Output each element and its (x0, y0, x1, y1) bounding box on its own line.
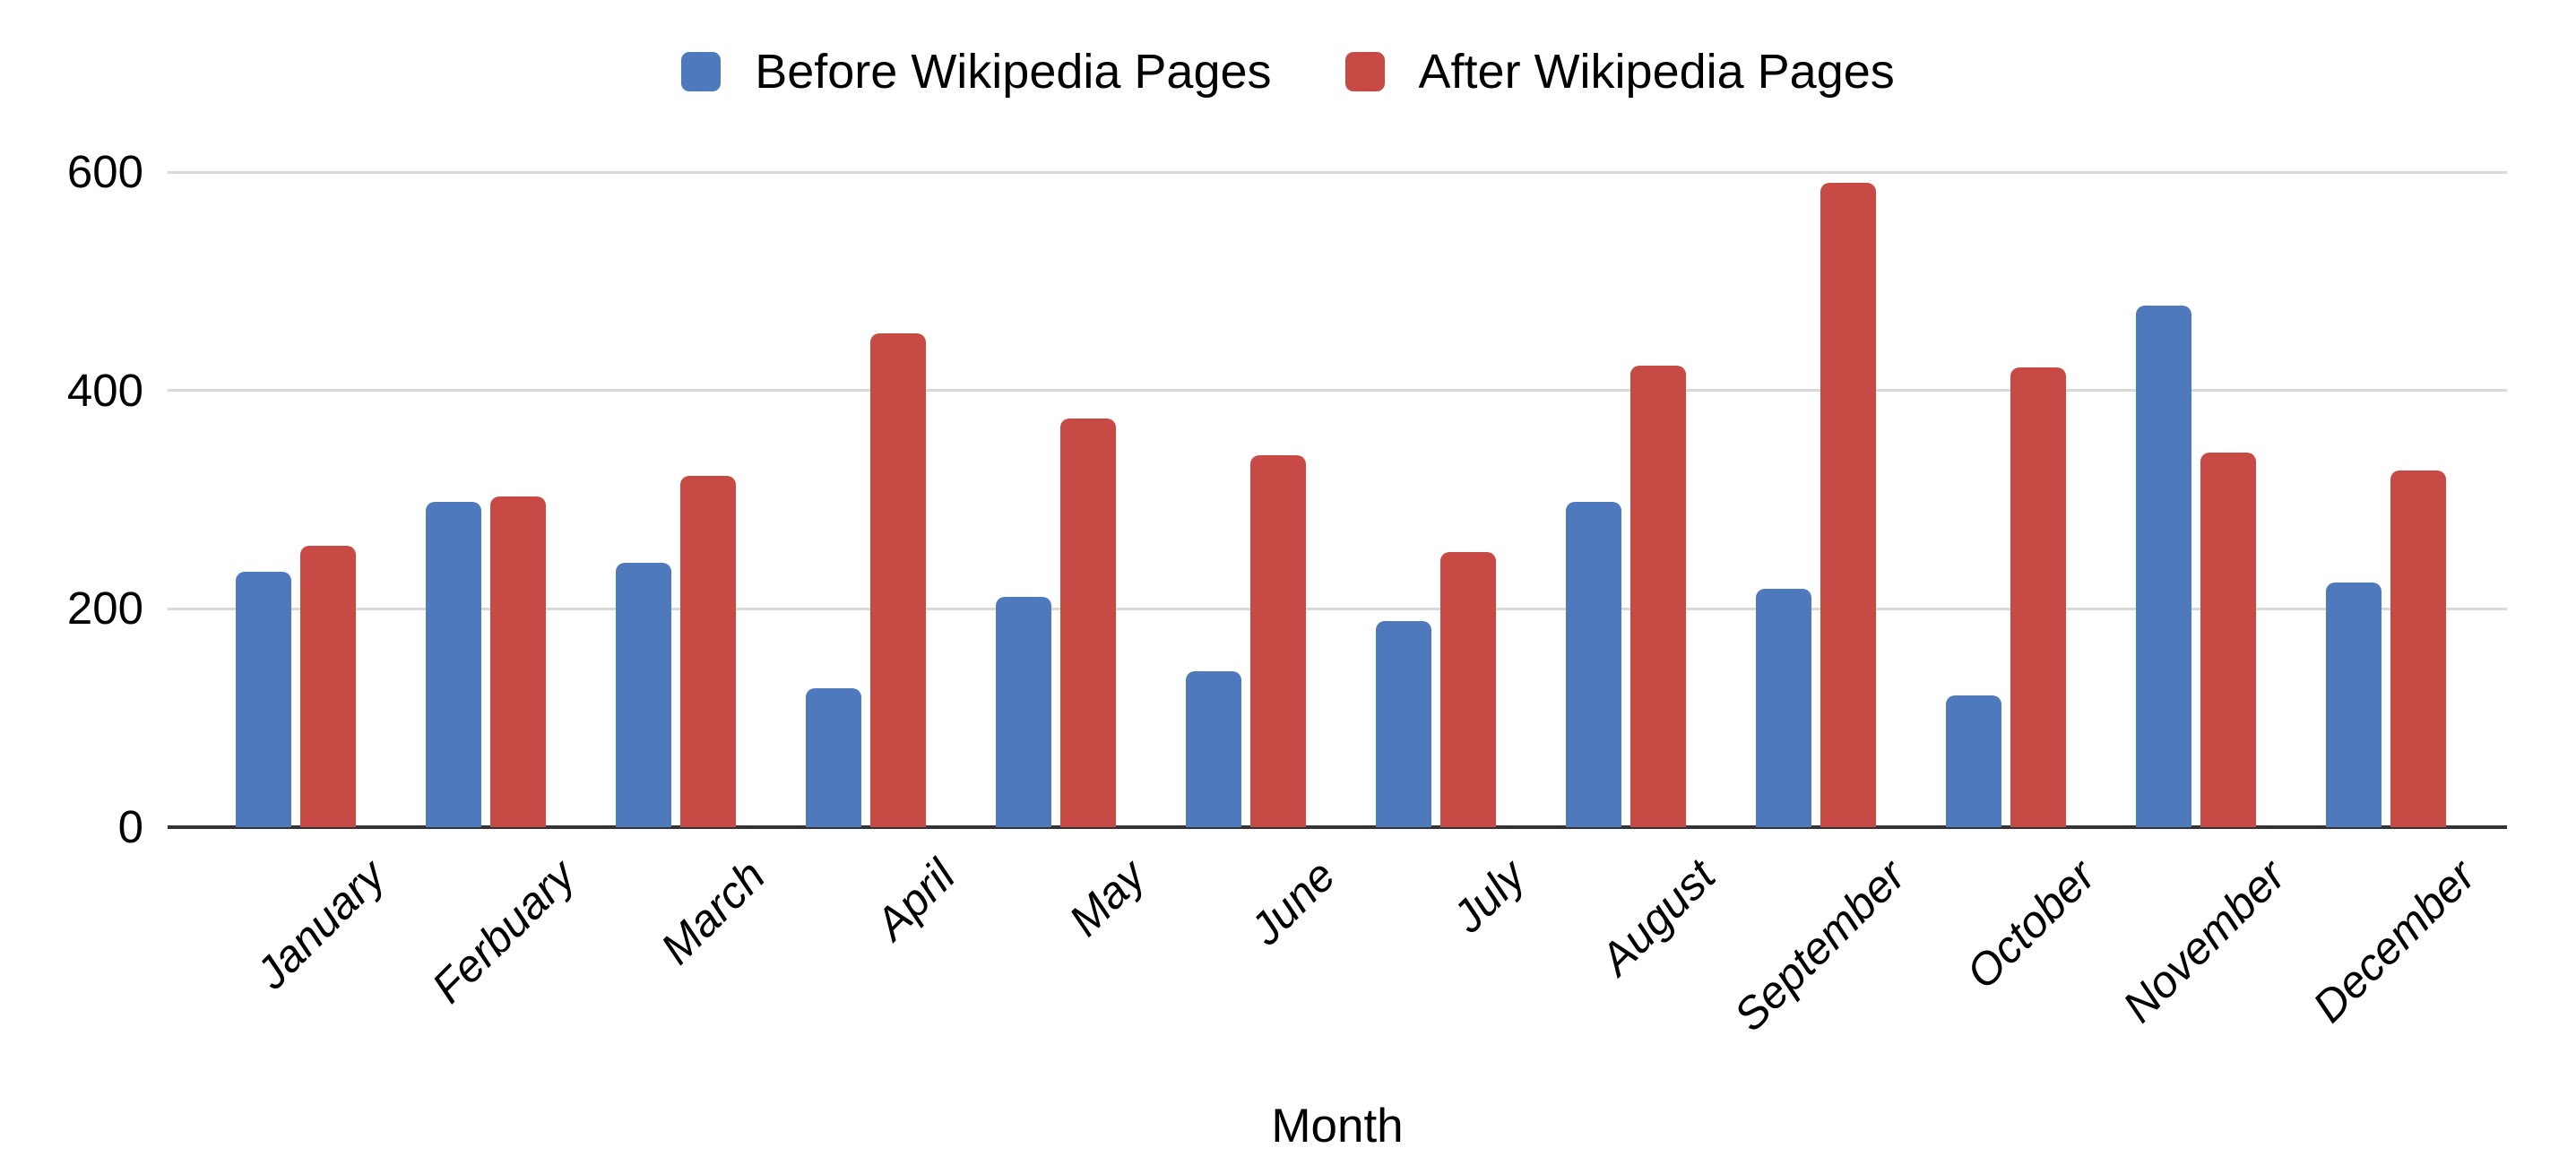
bar-after-july[interactable] (1440, 552, 1496, 827)
bar-after-november[interactable] (2200, 453, 2256, 827)
x-label-december: December (2303, 850, 2485, 1032)
legend-label-before: Before Wikipedia Pages (755, 45, 1272, 99)
x-label-may: May (1059, 850, 1155, 946)
bar-before-may[interactable] (996, 597, 1051, 827)
bar-after-january[interactable] (300, 546, 356, 827)
bar-before-september[interactable] (1756, 589, 1811, 827)
legend-item-after[interactable]: After Wikipedia Pages (1344, 44, 1895, 99)
gridline-200 (168, 607, 2507, 610)
legend: Before Wikipedia Pages After Wikipedia P… (0, 36, 2576, 108)
x-label-november: November (2113, 850, 2295, 1032)
x-label-june: June (1240, 850, 1345, 954)
bar-before-ferbuary[interactable] (426, 502, 481, 827)
y-tick-label-600: 600 (66, 146, 143, 197)
bar-after-december[interactable] (2390, 470, 2446, 827)
x-label-march: March (651, 850, 775, 974)
gridline-600 (168, 170, 2507, 174)
x-axis-line (168, 825, 2507, 829)
bar-after-october[interactable] (2010, 367, 2066, 827)
bar-after-ferbuary[interactable] (490, 496, 546, 827)
bar-before-january[interactable] (236, 572, 291, 827)
bar-after-april[interactable] (870, 333, 926, 827)
bar-after-may[interactable] (1060, 419, 1116, 827)
bar-before-december[interactable] (2326, 583, 2382, 827)
legend-item-before[interactable]: Before Wikipedia Pages (681, 44, 1272, 99)
legend-swatch-before-icon (681, 52, 722, 91)
bar-before-august[interactable] (1566, 502, 1621, 827)
y-tick-label-400: 400 (66, 364, 143, 416)
bar-after-march[interactable] (680, 476, 736, 827)
y-tick-label-200: 200 (66, 583, 143, 634)
bar-before-march[interactable] (616, 563, 671, 827)
bar-before-june[interactable] (1186, 671, 1241, 827)
x-label-october: October (1956, 850, 2105, 999)
x-label-september: September (1724, 850, 1915, 1041)
bar-after-august[interactable] (1630, 366, 1686, 827)
x-label-january: January (246, 850, 395, 999)
y-tick-label-0: 0 (117, 801, 143, 852)
legend-swatch-after-icon (1344, 52, 1385, 91)
bar-after-september[interactable] (1820, 183, 1876, 827)
x-label-july: July (1442, 850, 1535, 943)
bar-before-july[interactable] (1376, 621, 1431, 827)
bar-after-june[interactable] (1250, 455, 1306, 827)
x-label-april: April (865, 850, 965, 950)
legend-label-after: After Wikipedia Pages (1418, 45, 1895, 99)
x-label-ferbuary: Ferbuary (422, 850, 585, 1013)
x-axis-title: Month (1271, 1100, 1404, 1152)
bar-before-october[interactable] (1946, 695, 2001, 827)
bar-before-november[interactable] (2136, 306, 2191, 827)
x-label-august: August (1590, 850, 1725, 985)
gridline-400 (168, 389, 2507, 393)
bar-before-april[interactable] (806, 688, 861, 827)
